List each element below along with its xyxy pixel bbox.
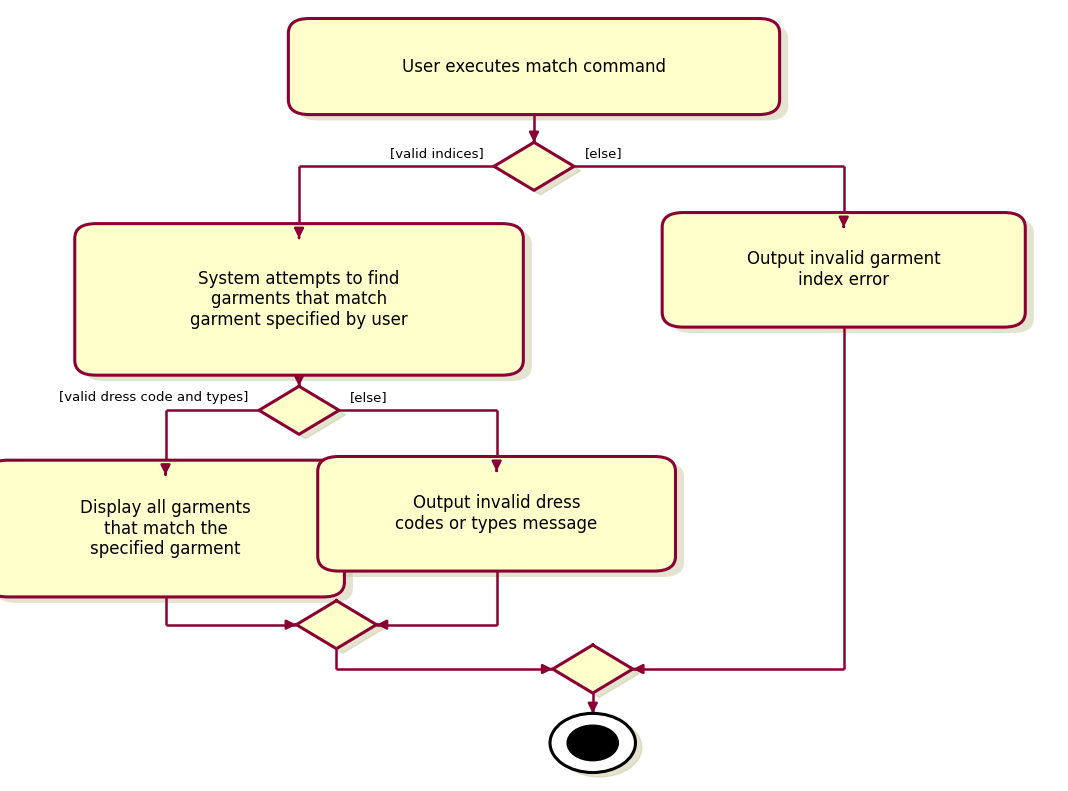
Polygon shape (297, 600, 376, 649)
FancyBboxPatch shape (662, 213, 1025, 327)
FancyBboxPatch shape (671, 218, 1034, 333)
Circle shape (556, 717, 642, 777)
Text: Output invalid dress
codes or types message: Output invalid dress codes or types mess… (395, 494, 598, 533)
FancyBboxPatch shape (0, 460, 344, 597)
Text: [valid indices]: [valid indices] (390, 147, 484, 161)
Text: [else]: [else] (585, 147, 623, 161)
Circle shape (567, 725, 618, 761)
FancyBboxPatch shape (327, 463, 684, 577)
Text: Display all garments
that match the
specified garment: Display all garments that match the spec… (80, 499, 251, 558)
Polygon shape (560, 649, 639, 698)
FancyBboxPatch shape (288, 18, 780, 115)
FancyBboxPatch shape (318, 456, 675, 571)
Polygon shape (266, 391, 346, 439)
Text: Output invalid garment
index error: Output invalid garment index error (747, 251, 941, 290)
Text: [else]: [else] (350, 392, 388, 404)
Polygon shape (493, 142, 575, 191)
Text: User executes match command: User executes match command (402, 58, 666, 75)
Text: [valid dress code and types]: [valid dress code and types] (59, 392, 248, 404)
FancyBboxPatch shape (0, 466, 352, 603)
Polygon shape (260, 386, 340, 434)
FancyBboxPatch shape (297, 25, 788, 120)
Text: System attempts to find
garments that match
garment specified by user: System attempts to find garments that ma… (190, 270, 408, 329)
FancyBboxPatch shape (75, 224, 523, 375)
FancyBboxPatch shape (83, 229, 532, 381)
Circle shape (550, 713, 635, 773)
Polygon shape (553, 645, 632, 693)
Polygon shape (500, 147, 581, 195)
Polygon shape (303, 605, 382, 653)
